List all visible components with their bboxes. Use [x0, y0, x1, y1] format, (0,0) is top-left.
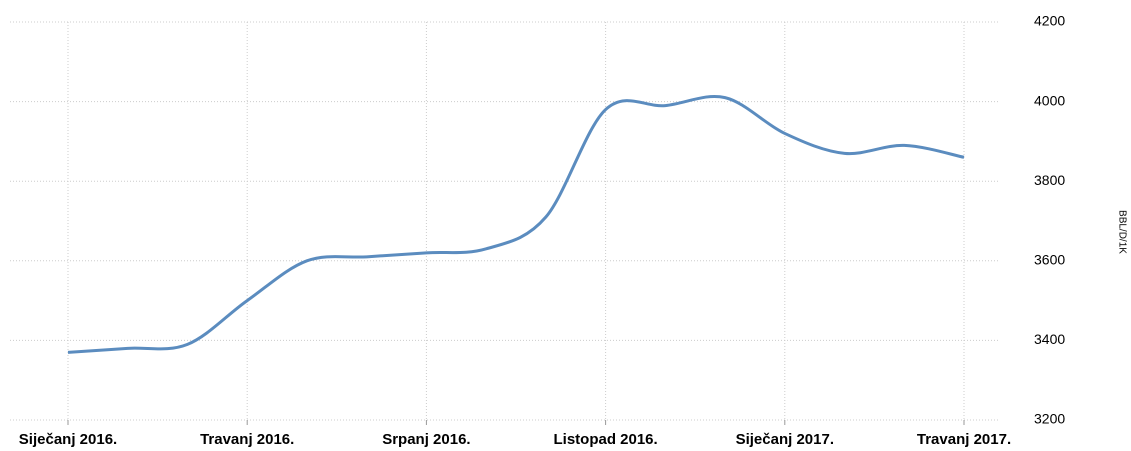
x-tick-label: Siječanj 2016.	[19, 431, 117, 448]
y-tick-label: 3400	[1034, 331, 1065, 347]
x-tick-label: Travanj 2016.	[200, 431, 294, 448]
y-tick-label: 3600	[1034, 252, 1065, 268]
x-tick-label: Listopad 2016.	[553, 431, 657, 448]
x-tick-label: Travanj 2017.	[917, 431, 1011, 448]
x-tick-label: Srpanj 2016.	[382, 431, 470, 448]
y-tick-label: 3200	[1034, 411, 1065, 427]
y-tick-label: 4200	[1034, 13, 1065, 29]
y-axis-label: BBL/D/1K	[1116, 210, 1127, 254]
y-tick-label: 4000	[1034, 92, 1065, 108]
y-tick-label: 3800	[1034, 172, 1065, 188]
line	[67, 95, 965, 354]
x-tick-label: Siječanj 2017.	[736, 431, 834, 448]
